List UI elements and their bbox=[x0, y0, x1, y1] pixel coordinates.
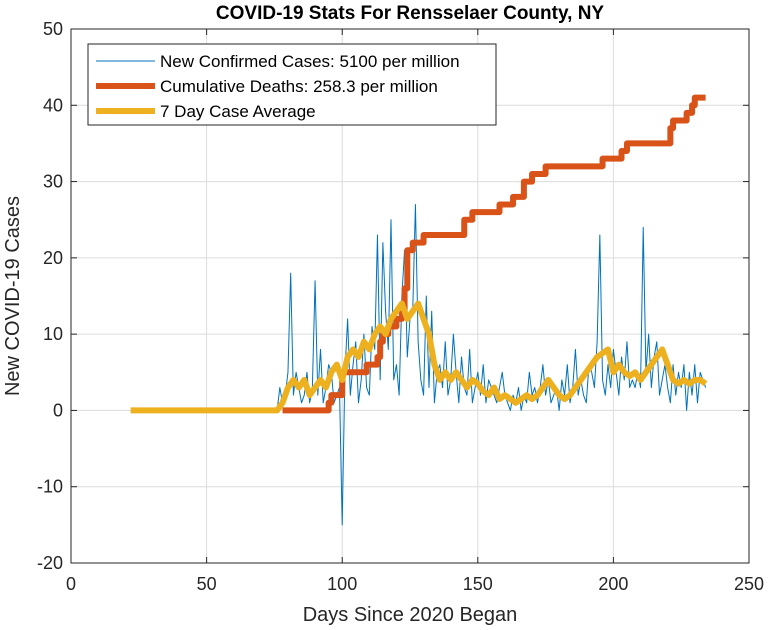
x-tick-label: 250 bbox=[734, 574, 764, 594]
chart-title: COVID-19 Stats For Rensselaer County, NY bbox=[216, 3, 605, 24]
x-tick-label: 200 bbox=[598, 574, 628, 594]
legend-label-7-day-average: 7 Day Case Average bbox=[160, 102, 316, 121]
legend-box bbox=[87, 43, 497, 126]
x-tick-label: 150 bbox=[463, 574, 493, 594]
legend-label-new-cases: New Confirmed Cases: 5100 per million bbox=[160, 52, 460, 71]
y-tick-label: 50 bbox=[43, 19, 63, 39]
y-tick-label: 30 bbox=[43, 172, 63, 192]
x-axis-label: Days Since 2020 Began bbox=[303, 604, 518, 626]
axes-frame bbox=[70, 28, 750, 564]
x-tick-label: 50 bbox=[197, 574, 217, 594]
y-tick-label: 40 bbox=[43, 95, 63, 115]
y-tick-label: 10 bbox=[43, 324, 63, 344]
y-axis-label: New COVID-19 Cases bbox=[2, 196, 24, 396]
series-line-new-cases bbox=[130, 203, 707, 526]
x-tick-label: 100 bbox=[327, 574, 357, 594]
y-tick-label: 0 bbox=[53, 400, 63, 420]
series-line-cumulative-deaths bbox=[282, 94, 706, 414]
y-tick-label: 20 bbox=[43, 248, 63, 268]
plot-area bbox=[130, 94, 708, 526]
axis-ticks: 0 50 100 150 200 250 -20 -10 0 10 20 30 40 50 bbox=[37, 19, 764, 594]
legend-label-cumulative-deaths: Cumulative Deaths: 258.3 per million bbox=[160, 77, 438, 96]
y-tick-label: -10 bbox=[37, 477, 63, 497]
legend: New Confirmed Cases: 5100 per million Cu… bbox=[87, 43, 497, 126]
y-tick-label: -20 bbox=[37, 553, 63, 573]
series-line-7-day-average bbox=[130, 300, 708, 414]
x-tick-label: 0 bbox=[66, 574, 76, 594]
